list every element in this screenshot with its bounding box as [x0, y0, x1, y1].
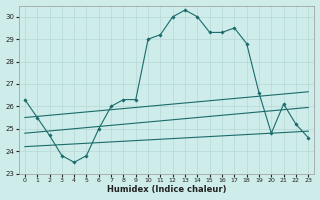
X-axis label: Humidex (Indice chaleur): Humidex (Indice chaleur) [107, 185, 226, 194]
